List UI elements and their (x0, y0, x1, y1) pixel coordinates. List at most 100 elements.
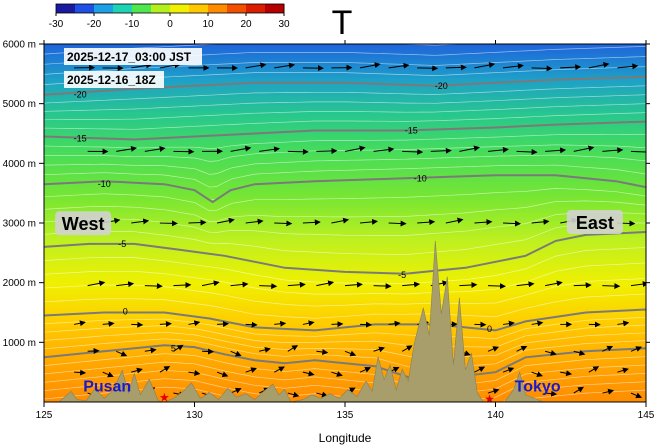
wind-arrow (474, 366, 486, 373)
wind-arrow (360, 218, 378, 225)
wind-arrow (173, 282, 192, 289)
x-axis-label: Longitude (319, 431, 372, 445)
colorbar-segment (189, 4, 209, 13)
wind-arrow (316, 349, 329, 355)
colorbar-segment (94, 4, 114, 13)
isotherm-line (44, 338, 646, 371)
wind-arrow (274, 320, 287, 327)
wind-arrow (331, 217, 350, 224)
wind-arrow (216, 217, 235, 224)
wind-arrow (560, 370, 573, 377)
x-tick-label: 145 (638, 410, 654, 421)
wind-arrow (474, 219, 493, 226)
colorbar-tick-label: 0 (167, 19, 173, 30)
station-marker: ★ (484, 392, 495, 406)
wind-arrow (302, 370, 315, 377)
wind-arrow (373, 346, 385, 353)
isotherm-line (44, 361, 646, 399)
wind-arrow (602, 388, 615, 395)
contour-label: -20 (435, 81, 448, 91)
wind-arrow (331, 371, 343, 377)
contour-line (44, 231, 646, 275)
isotherm-line (44, 154, 646, 175)
wind-arrow (545, 147, 567, 154)
wind-arrow (630, 392, 643, 399)
wind-arrow (287, 148, 309, 155)
wind-arrow (545, 349, 557, 356)
isotherm-line (44, 247, 646, 285)
colorbar-segment (265, 4, 285, 13)
wind-arrow (344, 350, 357, 357)
timestamp-utc: 2025-12-16_18Z (64, 71, 164, 88)
wind-arrow (617, 320, 630, 327)
wind-arrow (487, 146, 509, 153)
isotherm-line (44, 85, 646, 104)
x-tick-label: 135 (337, 410, 354, 421)
contour-label: -10 (98, 179, 111, 189)
wind-arrow (388, 220, 407, 227)
contour-label: -5 (118, 239, 126, 249)
chart-title: T (332, 4, 353, 42)
isotherm-line (44, 56, 646, 75)
isotherm-line (44, 331, 646, 359)
wind-arrow (573, 145, 595, 152)
terrain-profile: ★ ★ (44, 240, 646, 406)
wind-arrow (630, 346, 643, 352)
annotation-pusan: Pusan (83, 378, 131, 395)
annotation-tokyo: Tokyo (515, 378, 561, 395)
wind-arrow (545, 390, 558, 397)
wind-arrow (573, 349, 586, 356)
timestamp-jst: 2025-12-17_03:00 JST (64, 48, 202, 65)
wind-arrow (531, 371, 543, 377)
wind-arrow (602, 283, 621, 290)
wind-arrow (502, 63, 524, 70)
wind-arrow (445, 217, 464, 224)
contour-line (44, 308, 646, 332)
wind-arrow (502, 367, 515, 373)
wind-arrow (230, 281, 249, 288)
wind-arrow (217, 321, 229, 328)
contour-line (44, 174, 646, 204)
wind-arrow (287, 345, 299, 352)
wind-arrow (74, 369, 87, 376)
wind-arrow (588, 61, 610, 69)
colorbar-segment (113, 4, 133, 13)
isotherm-line (44, 316, 646, 340)
colorbar-segment (227, 4, 247, 13)
wind-arrow (602, 345, 614, 352)
contour-line (44, 120, 646, 141)
contour-label: 5 (171, 343, 176, 353)
wind-arrow (388, 62, 410, 69)
isotherm-line (44, 262, 646, 295)
wind-arrow (459, 145, 480, 152)
colorbar: -30 -20 -10 0 10 20 30 (49, 3, 290, 30)
isotherm-lines (44, 44, 646, 402)
wind-arrow (316, 280, 335, 287)
contour-label: -20 (74, 90, 87, 100)
wind-arrow (302, 320, 315, 327)
wind-arrow (316, 391, 328, 398)
wind-arrow (588, 366, 600, 373)
wind-arrow (274, 62, 295, 69)
wind-arrow (545, 280, 563, 287)
wind-arrow (402, 281, 421, 288)
wind-arrow (359, 62, 381, 69)
y-axis: 1000 m 2000 m 3000 m 4000 m 5000 m 6000 m (3, 40, 650, 349)
wind-arrow (359, 366, 372, 373)
x-tick-label: 130 (186, 410, 203, 421)
colorbar-segment (132, 4, 152, 13)
wind-arrow (516, 149, 538, 155)
wind-arrow (617, 367, 629, 374)
wind-arrow (417, 219, 436, 226)
wind-arrow (87, 280, 106, 287)
wind-arrow (373, 146, 395, 153)
colorbar-segment (151, 4, 171, 13)
x-axis: 125 130 135 140 145 (36, 40, 654, 421)
wind-arrow (573, 282, 592, 289)
wind-arrow (617, 63, 639, 70)
y-tick-label: 1000 m (3, 338, 36, 349)
contour-label: -10 (414, 173, 427, 183)
wind-arrow (259, 146, 280, 153)
wind-arrow (474, 62, 496, 69)
